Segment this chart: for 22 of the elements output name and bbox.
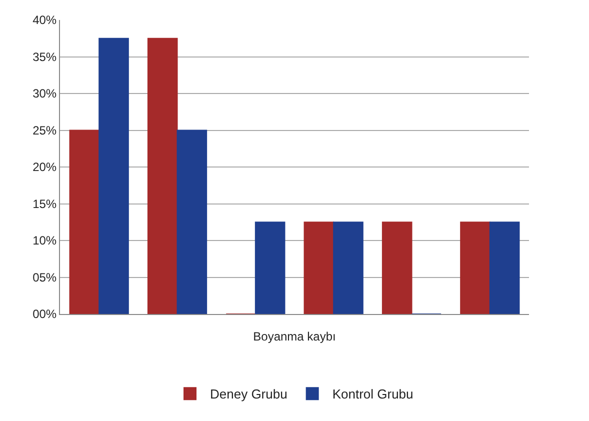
bar <box>382 222 412 314</box>
bar <box>460 222 490 314</box>
y-tick-label: 35% <box>32 50 57 64</box>
y-tick-label: 00% <box>32 307 57 322</box>
bar <box>98 38 129 314</box>
bar <box>333 222 364 314</box>
legend-label: Deney Grubu <box>210 386 288 402</box>
y-tick-label: 05% <box>32 270 57 284</box>
bar <box>147 38 178 314</box>
y-tick-label: 30% <box>32 86 57 101</box>
bar <box>69 130 100 314</box>
bar <box>254 222 286 314</box>
bar <box>176 130 208 314</box>
y-tick-label: 25% <box>32 123 57 138</box>
y-tick-label: 10% <box>32 234 57 248</box>
y-tick-label: 15% <box>32 196 57 211</box>
bar <box>489 222 520 314</box>
bar <box>304 222 334 314</box>
legend-label: Kontrol Grubu <box>332 386 414 402</box>
y-tick-label: 20% <box>32 160 57 174</box>
y-tick-label: 40% <box>32 13 57 28</box>
x-axis-title: Boyanma kaybı <box>253 329 336 344</box>
